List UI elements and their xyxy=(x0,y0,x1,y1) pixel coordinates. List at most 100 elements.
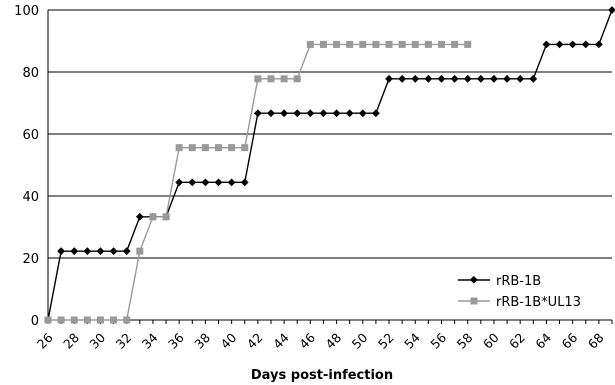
data-point xyxy=(346,40,354,48)
data-point xyxy=(44,316,52,324)
legend-item-rrb-1b-ul13: rRB-1B*UL13 xyxy=(458,295,581,310)
data-point xyxy=(293,75,301,83)
data-point xyxy=(228,144,236,152)
data-point xyxy=(503,74,511,83)
data-point xyxy=(254,75,262,83)
y-tick-label: 60 xyxy=(22,128,39,143)
x-axis-tick-labels: 26 28 30 32 34 36 38 40 42 44 46 48 50 52 54 56 58 60 62 64… xyxy=(34,320,613,352)
data-point xyxy=(345,109,354,118)
x-tick-label: 30 xyxy=(86,330,108,352)
data-point xyxy=(188,178,197,187)
x-tick-label: 60 xyxy=(480,330,502,352)
data-point xyxy=(424,40,432,48)
data-point xyxy=(122,247,131,256)
data-point xyxy=(162,213,170,221)
data-point xyxy=(372,109,380,118)
data-point xyxy=(516,74,525,83)
x-tick-label: 32 xyxy=(113,330,135,352)
series-line xyxy=(48,43,468,321)
data-point xyxy=(201,144,209,152)
data-point xyxy=(215,144,223,152)
data-point xyxy=(293,109,302,118)
data-point xyxy=(57,247,66,256)
data-point xyxy=(96,316,104,324)
data-point xyxy=(555,40,564,49)
data-point xyxy=(581,40,590,49)
data-point xyxy=(175,178,184,187)
x-tick-label: 66 xyxy=(559,330,581,352)
y-tick-label: 20 xyxy=(22,252,39,267)
data-point xyxy=(253,109,262,118)
data-point xyxy=(542,40,551,49)
data-point xyxy=(267,109,275,118)
data-point xyxy=(411,40,419,48)
y-tick-label: 100 xyxy=(14,4,39,19)
data-point xyxy=(319,109,328,118)
data-point xyxy=(385,74,393,83)
data-point xyxy=(136,247,144,255)
data-point xyxy=(201,178,210,187)
data-point xyxy=(306,109,315,118)
data-point xyxy=(463,74,472,83)
data-point xyxy=(424,74,433,83)
x-tick-label: 26 xyxy=(34,330,56,352)
y-tick-label: 80 xyxy=(22,66,39,81)
data-point xyxy=(398,40,406,48)
data-point xyxy=(332,109,341,118)
data-point xyxy=(241,144,249,152)
x-tick-label: 40 xyxy=(218,330,240,352)
data-point xyxy=(110,316,118,324)
y-tick-label: 0 xyxy=(31,314,39,329)
plot-area xyxy=(47,10,612,321)
x-tick-label: 42 xyxy=(244,330,266,352)
data-point xyxy=(70,316,78,324)
x-tick-label: 34 xyxy=(139,330,161,352)
x-tick-label: 28 xyxy=(60,330,82,352)
data-point xyxy=(175,144,183,152)
legend-item-rrb-1b: rRB-1B xyxy=(458,274,541,289)
x-tick-label: 44 xyxy=(270,330,292,352)
x-tick-label: 50 xyxy=(349,330,371,352)
data-point xyxy=(333,40,341,48)
data-point xyxy=(411,74,420,83)
data-point xyxy=(135,212,144,221)
data-point xyxy=(529,74,538,83)
data-point xyxy=(372,40,380,48)
data-point xyxy=(96,247,105,256)
x-tick-label: 62 xyxy=(506,330,528,352)
data-point xyxy=(57,316,65,324)
data-point xyxy=(227,178,236,187)
data-point xyxy=(385,40,393,48)
data-point xyxy=(306,40,314,48)
x-tick-label: 64 xyxy=(532,330,554,352)
data-point xyxy=(319,40,327,48)
legend-label-series-2: rRB-1B*UL13 xyxy=(496,295,581,310)
data-point xyxy=(188,144,196,152)
data-point xyxy=(464,40,472,48)
y-tick-label: 40 xyxy=(22,190,39,205)
data-point xyxy=(214,178,223,187)
data-point xyxy=(70,247,79,256)
y-axis-tick-labels: 0 20 40 60 80 100 xyxy=(14,4,39,329)
x-tick-label: 58 xyxy=(454,330,476,352)
data-point xyxy=(123,316,131,324)
data-point xyxy=(359,40,367,48)
data-point xyxy=(451,40,459,48)
data-point xyxy=(450,74,459,83)
legend: rRB-1B rRB-1B*UL13 xyxy=(450,268,610,312)
data-point xyxy=(240,178,249,187)
data-point xyxy=(476,74,485,83)
data-point xyxy=(83,247,92,256)
x-tick-label: 36 xyxy=(165,330,187,352)
x-tick-label: 56 xyxy=(427,330,449,352)
data-point xyxy=(398,74,407,83)
data-point xyxy=(109,247,118,256)
data-point xyxy=(267,75,275,83)
x-tick-label: 54 xyxy=(401,330,423,352)
data-point xyxy=(594,40,603,49)
data-point xyxy=(280,75,288,83)
legend-marker-diamond xyxy=(469,275,478,284)
data-point xyxy=(83,316,91,324)
x-tick-label: 52 xyxy=(375,330,397,352)
